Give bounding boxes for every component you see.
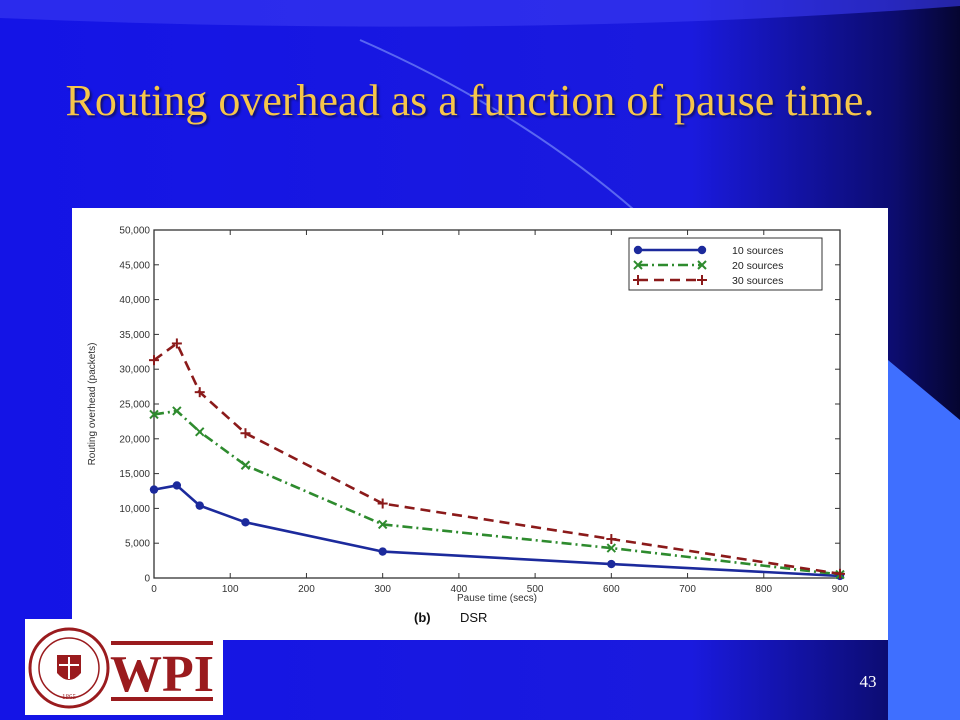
data-point-10-sources: [378, 547, 387, 556]
data-point-30-sources: [606, 534, 617, 545]
legend-box: [628, 237, 823, 291]
data-point-30-sources: [835, 568, 845, 579]
y-tick-label: 50,000: [119, 226, 150, 237]
y-tick-label: 30,000: [119, 365, 150, 376]
y-tick-label: 40,000: [119, 295, 150, 306]
data-point-10-sources: [607, 559, 616, 569]
corner-decoration: [888, 360, 960, 720]
data-point-10-sources: [149, 485, 159, 494]
x-axis-label: Pause time (secs): [457, 593, 537, 604]
data-point-30-sources: [240, 428, 251, 439]
data-point-20-sources: [606, 543, 617, 553]
legend-marker-10-sources: [633, 245, 643, 255]
y-tick-label: 5,000: [125, 539, 150, 550]
data-point-30-sources: [171, 338, 182, 349]
data-point-30-sources: [377, 498, 388, 509]
x-tick-label: 900: [832, 584, 849, 595]
legend-label-20-sources: 20 sources: [732, 260, 783, 272]
data-point-10-sources: [195, 501, 204, 510]
y-tick-label: 10,000: [119, 504, 150, 515]
slide-title: Routing overhead as a function of pause …: [65, 76, 875, 125]
legend-marker-30-sources: [697, 275, 707, 285]
y-tick-label: 0: [144, 574, 150, 585]
y-tick-label: 25,000: [119, 400, 150, 411]
chart-panel: 0 5,000 10,000 15,000 20,000 25,000 30,000 35,0…: [72, 208, 888, 640]
x-tick-label: 0: [151, 584, 157, 595]
data-point-20-sources: [149, 409, 159, 420]
x-tick-label: 400: [451, 584, 468, 595]
x-tick-label: 200: [298, 584, 315, 595]
legend-label-30-sources: 30 sources: [732, 275, 783, 287]
chart-caption-text: DSR: [460, 610, 487, 625]
data-point-10-sources: [172, 481, 182, 490]
wpi-logo: 1865 WPI: [25, 619, 223, 715]
legend-label-10-sources: 10 sources: [732, 245, 783, 257]
y-tick-label: 35,000: [119, 330, 150, 341]
legend: 10 sources 20 sources 30 sources: [628, 237, 823, 291]
chart-caption-label: (b): [414, 610, 431, 625]
x-tick-label: 600: [603, 584, 620, 595]
data-point-30-sources: [149, 355, 159, 366]
legend-marker-20-sources: [697, 260, 707, 270]
x-tick-label: 300: [374, 584, 391, 595]
legend-marker-30-sources: [633, 275, 643, 285]
svg-text:1865: 1865: [62, 693, 77, 701]
svg-text:WPI: WPI: [110, 646, 214, 703]
wpi-logo-graphic: 1865 WPI: [28, 627, 214, 709]
data-point-20-sources: [240, 460, 251, 470]
y-axis-label: Routing overhead (packets): [87, 343, 98, 466]
data-point-30-sources: [194, 387, 205, 398]
x-tick-label: 700: [679, 584, 696, 595]
x-tick-label: 100: [222, 584, 239, 595]
data-point-10-sources: [241, 518, 250, 527]
data-point-20-sources: [195, 427, 205, 437]
legend-marker-10-sources: [697, 245, 707, 255]
data-point-20-sources: [172, 406, 182, 416]
y-tick-label: 20,000: [119, 434, 150, 445]
page-number: 43: [859, 672, 877, 691]
x-tick-label: 800: [755, 584, 772, 595]
data-point-20-sources: [377, 519, 388, 530]
x-tick-label: 500: [527, 584, 544, 595]
y-tick-label: 45,000: [119, 260, 150, 271]
legend-marker-20-sources: [633, 260, 643, 270]
routing-overhead-chart: 0 5,000 10,000 15,000 20,000 25,000 30,000 35,0…: [87, 226, 849, 626]
y-tick-label: 15,000: [119, 469, 150, 480]
